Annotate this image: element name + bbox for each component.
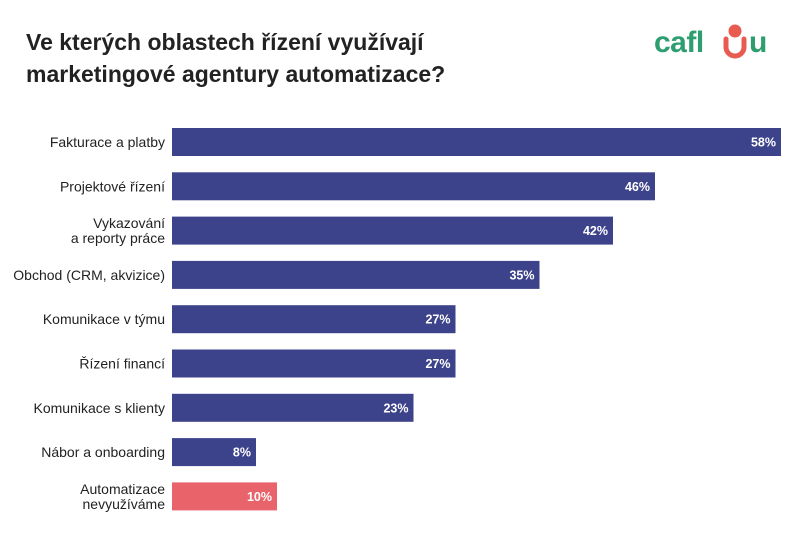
category-label-8: Nábor a onboarding: [41, 444, 165, 460]
chart-title: Ve kterých oblastech řízení využívají ma…: [26, 26, 586, 90]
value-label-5: 27%: [425, 313, 450, 327]
chart-title-line-2: marketingové agentury automatizace?: [26, 61, 446, 87]
bar-4: [172, 260, 540, 289]
caflou-logo-text-caf: cafl: [654, 26, 704, 59]
bar-5: [172, 305, 456, 334]
chart-title-line-1: Ve kterých oblastech řízení využívají: [26, 29, 424, 55]
bar-2: [172, 172, 655, 201]
bar-8: [172, 438, 256, 467]
value-label-6: 27%: [425, 357, 450, 371]
category-label-1: Fakturace a platby: [50, 134, 165, 150]
category-label-9-line-2: nevyužíváme: [83, 496, 166, 512]
category-label-5: Komunikace v týmu: [43, 311, 165, 327]
category-label-2: Projektové řízení: [60, 178, 165, 194]
bar-9: [172, 482, 277, 511]
caflou-logo-text-u: u: [749, 26, 767, 59]
category-label-3-line-1: Vykazování: [93, 215, 165, 231]
bar-3: [172, 216, 613, 245]
value-label-4: 35%: [509, 268, 534, 282]
category-label-6: Řízení financí: [79, 356, 165, 372]
value-label-2: 46%: [625, 180, 650, 194]
bar-6: [172, 349, 456, 378]
value-label-8: 8%: [233, 446, 251, 460]
value-label-1: 58%: [751, 136, 776, 150]
value-label-9: 10%: [247, 490, 272, 504]
category-label-7: Komunikace s klienty: [33, 400, 165, 416]
caflou-logo-ou: [723, 36, 747, 59]
caflou-logo: cafl u: [654, 24, 767, 59]
value-label-7: 23%: [383, 401, 408, 415]
category-label-4: Obchod (CRM, akvizice): [13, 267, 165, 283]
caflou-logo-dot: [728, 24, 742, 38]
category-label-9-line-1: Automatizace: [80, 481, 165, 497]
value-label-3: 42%: [583, 224, 608, 238]
category-label-3-line-2: a reporty práce: [71, 230, 165, 246]
bar-7: [172, 393, 414, 422]
bar-1: [172, 128, 781, 156]
